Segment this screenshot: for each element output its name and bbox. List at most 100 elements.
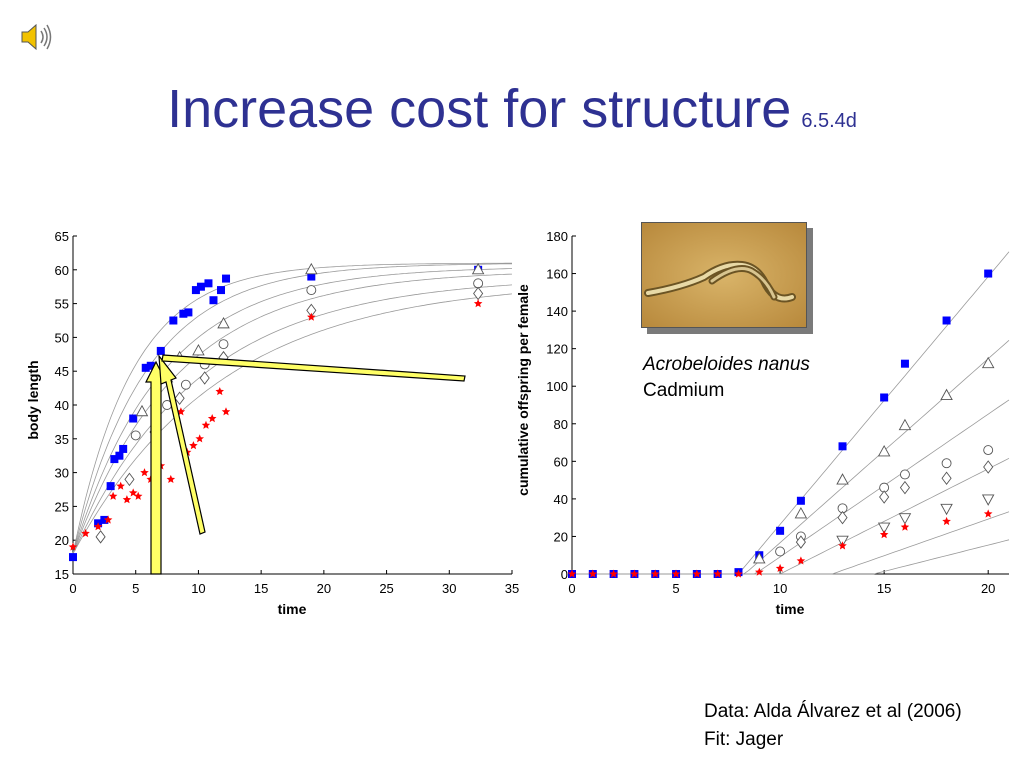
y-tick-label: 80 [554, 417, 568, 432]
y-tick-label: 60 [55, 263, 69, 278]
star-point-4-8 [133, 491, 143, 500]
triangle-point-1-0 [753, 552, 766, 564]
star-point-5-14 [900, 522, 910, 531]
diamond-point-3-4 [199, 371, 210, 385]
triangle-down-point-4-0 [836, 535, 849, 548]
triangle-point-1-1 [794, 506, 808, 519]
circle-point-2-4 [218, 339, 229, 350]
diamond-point-3-3 [899, 480, 911, 495]
y-tick-label: 120 [546, 342, 568, 357]
x-tick-label: 20 [317, 581, 331, 596]
star-point-4-7 [128, 488, 138, 497]
y-tick-label: 60 [554, 454, 568, 469]
x-tick-label: 5 [132, 581, 139, 596]
square-point-0-6 [119, 444, 128, 453]
triangle-down-point-4-2 [898, 513, 912, 525]
star-point-4-20 [221, 407, 231, 416]
diamond-point-3-1 [124, 472, 135, 487]
fit-curve-3 [72, 273, 513, 554]
x-tick-label: 5 [672, 581, 679, 596]
x-tick-label: 20 [981, 581, 995, 596]
triangle-point-1-3 [192, 343, 205, 356]
x-tick-label: 0 [69, 581, 76, 596]
square-point-0-5 [115, 451, 124, 460]
x-tick-label: 25 [379, 581, 393, 596]
square-point-0-10 [776, 526, 785, 535]
square-point-0-14 [191, 286, 200, 295]
diagonal-arrow [158, 354, 206, 535]
star-point-5-13 [879, 530, 889, 539]
diamond-point-3-0 [95, 530, 106, 544]
diamond-point-3-5 [983, 460, 994, 474]
x-axis-label: time [278, 601, 307, 617]
star-point-4-17 [201, 420, 211, 429]
triangle-down-point-4-1 [877, 522, 891, 534]
square-point-0-12 [838, 442, 847, 451]
body-length-chart: 0 5 10 15 20 25 30 35 15 20 25 30 35 40 45 50 55 60 65 time… [25, 229, 519, 617]
y-tick-label: 180 [546, 229, 568, 244]
y-tick-label: 0 [561, 567, 568, 582]
star-point-5-0 [567, 569, 577, 578]
triangle-point-1-6 [471, 262, 485, 275]
toxicant-name: Cadmium [643, 380, 725, 401]
star-point-4-1 [81, 528, 90, 538]
star-point-5-3 [630, 569, 639, 578]
y-tick-label: 160 [546, 267, 568, 282]
triangle-down-point-4-4 [981, 494, 995, 506]
circle-point-2-0 [775, 546, 786, 557]
triangle-point-1-5 [940, 388, 953, 401]
star-point-5-2 [609, 569, 618, 578]
diamond-point-3-1 [837, 510, 848, 525]
square-point-0-20 [307, 272, 316, 281]
y-tick-label: 25 [55, 499, 69, 514]
circle-point-2-0 [130, 430, 141, 441]
square-point-0-16 [984, 269, 993, 278]
y-tick-label: 20 [554, 529, 568, 544]
square-point-0-7 [129, 414, 138, 423]
fit-curve-5 [572, 539, 1010, 575]
x-tick-label: 10 [773, 581, 787, 596]
star-point-4-0 [68, 542, 78, 551]
square-point-0-4 [110, 455, 119, 464]
star-point-4-5 [116, 481, 125, 490]
y-tick-label: 140 [546, 304, 568, 319]
star-point-4-21 [307, 312, 316, 321]
square-point-0-13 [184, 308, 193, 317]
diamond-point-3-2 [879, 490, 890, 504]
diamond-point-3-3 [174, 391, 185, 405]
diamond-point-3-0 [795, 535, 806, 549]
square-point-0-2 [100, 515, 109, 524]
species-label: Acrobeloides nanus Cadmium [643, 352, 810, 404]
star-point-5-11 [796, 556, 806, 565]
square-point-0-0 [69, 553, 77, 562]
circle-point-2-2 [180, 379, 191, 390]
star-point-4-6 [122, 495, 132, 504]
y-tick-label: 55 [55, 297, 69, 312]
fit-curve-4 [72, 284, 513, 554]
triangle-point-1-6 [981, 356, 995, 369]
nematode-photo [641, 222, 807, 328]
y-tick-label: 100 [546, 379, 568, 394]
x-tick-label: 10 [191, 581, 205, 596]
square-point-0-11 [169, 316, 178, 325]
x-tick-label: 30 [442, 581, 456, 596]
y-tick-label: 30 [55, 466, 69, 481]
horizontal-bar [161, 354, 466, 382]
star-point-5-5 [671, 569, 681, 578]
star-point-5-8 [734, 569, 743, 578]
credit-fit: Fit: Jager [704, 729, 784, 750]
square-point-0-18 [217, 286, 226, 295]
square-point-0-15 [196, 282, 205, 291]
y-tick-label: 15 [55, 567, 69, 582]
circle-point-2-5 [306, 285, 317, 296]
triangle-down-point-4-3 [940, 503, 953, 516]
square-point-0-9 [146, 361, 155, 370]
triangle-point-1-5 [305, 262, 318, 275]
triangle-point-1-4 [898, 418, 912, 431]
star-point-5-1 [588, 569, 598, 578]
circle-point-2-6 [983, 445, 994, 456]
star-point-5-7 [713, 569, 722, 578]
speaker-icon[interactable] [18, 20, 54, 54]
square-point-0-17 [209, 296, 218, 305]
star-point-4-18 [207, 414, 217, 423]
